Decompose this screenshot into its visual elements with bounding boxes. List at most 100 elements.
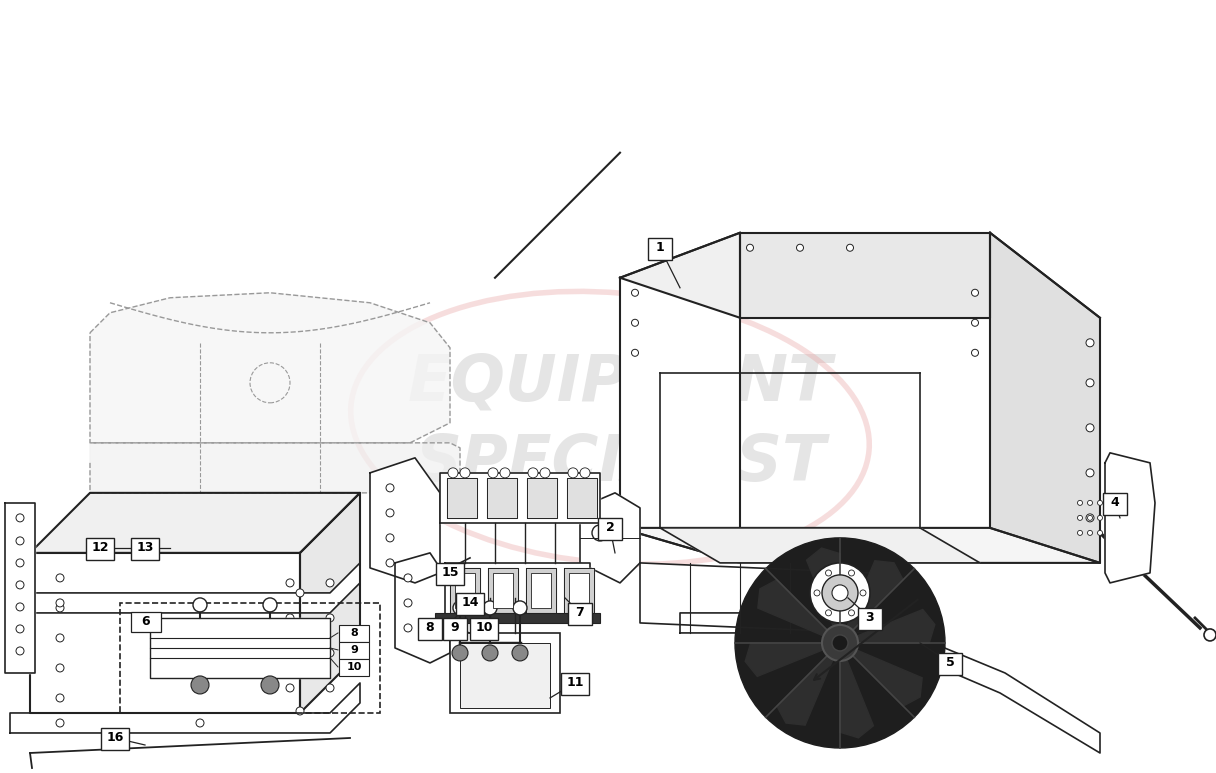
FancyBboxPatch shape <box>339 625 368 642</box>
Bar <box>120 603 379 713</box>
Circle shape <box>326 649 334 657</box>
FancyBboxPatch shape <box>456 593 484 615</box>
Circle shape <box>1087 516 1092 520</box>
Circle shape <box>16 625 24 633</box>
Circle shape <box>500 468 510 478</box>
Text: 10: 10 <box>475 621 492 635</box>
Circle shape <box>286 649 294 657</box>
Circle shape <box>826 570 832 576</box>
Text: 6: 6 <box>142 615 151 628</box>
FancyBboxPatch shape <box>1103 493 1127 515</box>
Text: 15: 15 <box>441 567 458 580</box>
FancyBboxPatch shape <box>86 538 114 560</box>
Text: SPECIALIST: SPECIALIST <box>415 432 826 494</box>
Polygon shape <box>580 493 640 583</box>
Circle shape <box>1086 424 1094 432</box>
Text: 9: 9 <box>451 621 460 635</box>
Polygon shape <box>745 643 840 676</box>
Polygon shape <box>620 278 741 563</box>
Circle shape <box>196 719 204 727</box>
Polygon shape <box>680 613 1100 753</box>
Circle shape <box>1086 339 1094 347</box>
Circle shape <box>193 598 207 612</box>
Circle shape <box>295 707 304 715</box>
Circle shape <box>631 349 638 356</box>
Circle shape <box>488 468 499 478</box>
Circle shape <box>191 676 209 694</box>
Circle shape <box>1077 530 1082 536</box>
Circle shape <box>16 581 24 589</box>
Circle shape <box>56 634 64 642</box>
Circle shape <box>261 676 278 694</box>
Text: 13: 13 <box>136 541 153 554</box>
Circle shape <box>385 484 394 492</box>
Circle shape <box>849 570 855 576</box>
Circle shape <box>796 244 804 251</box>
Circle shape <box>1077 516 1082 520</box>
FancyBboxPatch shape <box>561 673 589 695</box>
FancyBboxPatch shape <box>437 563 465 585</box>
FancyBboxPatch shape <box>418 618 441 640</box>
Polygon shape <box>527 478 557 518</box>
Circle shape <box>1087 500 1092 506</box>
Circle shape <box>568 468 578 478</box>
FancyBboxPatch shape <box>471 618 499 640</box>
Circle shape <box>1086 469 1094 477</box>
Polygon shape <box>660 528 980 563</box>
Circle shape <box>482 645 499 661</box>
Circle shape <box>826 610 832 616</box>
Circle shape <box>286 614 294 622</box>
Polygon shape <box>840 560 903 643</box>
Text: 12: 12 <box>91 541 108 554</box>
FancyBboxPatch shape <box>598 518 623 540</box>
Circle shape <box>580 468 590 478</box>
Circle shape <box>860 590 866 596</box>
Circle shape <box>16 514 24 522</box>
FancyBboxPatch shape <box>648 238 672 260</box>
Text: 3: 3 <box>866 611 874 625</box>
Circle shape <box>454 601 467 615</box>
Circle shape <box>592 525 608 541</box>
FancyBboxPatch shape <box>131 612 161 632</box>
Circle shape <box>56 664 64 672</box>
Circle shape <box>972 319 979 326</box>
Circle shape <box>385 559 394 567</box>
Bar <box>435 613 599 623</box>
Polygon shape <box>990 233 1100 563</box>
Text: 10: 10 <box>347 662 361 672</box>
Circle shape <box>631 319 638 326</box>
Polygon shape <box>450 568 480 613</box>
Polygon shape <box>440 473 599 523</box>
Circle shape <box>1086 514 1094 522</box>
Polygon shape <box>10 683 360 733</box>
Polygon shape <box>840 643 922 706</box>
Circle shape <box>832 585 848 601</box>
Polygon shape <box>777 643 840 725</box>
Circle shape <box>326 614 334 622</box>
Circle shape <box>385 534 394 542</box>
Circle shape <box>56 599 64 607</box>
FancyBboxPatch shape <box>339 642 368 659</box>
Polygon shape <box>90 293 450 443</box>
Circle shape <box>56 604 64 612</box>
Circle shape <box>196 599 204 607</box>
Polygon shape <box>486 478 517 518</box>
FancyBboxPatch shape <box>443 618 467 640</box>
Text: 8: 8 <box>426 621 434 635</box>
Polygon shape <box>567 478 597 518</box>
Bar <box>460 643 550 708</box>
Circle shape <box>404 624 412 632</box>
Polygon shape <box>1105 453 1155 583</box>
Polygon shape <box>445 563 590 618</box>
Circle shape <box>972 349 979 356</box>
Polygon shape <box>620 233 741 318</box>
Circle shape <box>56 574 64 582</box>
Circle shape <box>263 598 277 612</box>
Circle shape <box>1087 530 1092 536</box>
Bar <box>455 573 475 608</box>
Circle shape <box>452 645 468 661</box>
Circle shape <box>16 537 24 545</box>
Polygon shape <box>150 618 330 678</box>
Text: 16: 16 <box>106 731 124 744</box>
Text: 5: 5 <box>946 656 955 669</box>
